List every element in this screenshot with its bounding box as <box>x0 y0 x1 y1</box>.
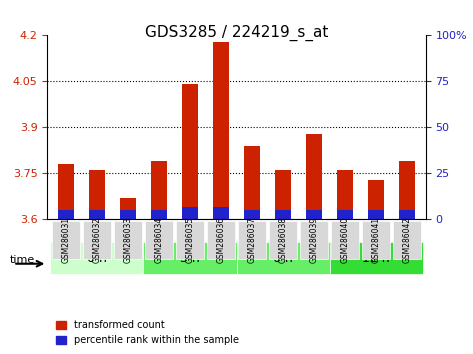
Bar <box>120 198 136 219</box>
Text: GSM286037: GSM286037 <box>247 217 256 263</box>
FancyBboxPatch shape <box>52 221 80 259</box>
FancyBboxPatch shape <box>393 221 421 259</box>
Text: GSM286038: GSM286038 <box>279 217 288 263</box>
Text: GSM286040: GSM286040 <box>341 217 350 263</box>
Bar <box>275 170 291 219</box>
Text: GSM286034: GSM286034 <box>155 217 164 263</box>
Bar <box>89 210 105 219</box>
FancyBboxPatch shape <box>362 221 390 259</box>
FancyBboxPatch shape <box>51 242 143 274</box>
Bar <box>337 210 353 219</box>
Text: time: time <box>9 255 35 265</box>
Bar <box>58 164 74 219</box>
Bar <box>399 161 415 219</box>
Text: GSM286035: GSM286035 <box>185 217 194 263</box>
Bar <box>337 170 353 219</box>
FancyBboxPatch shape <box>83 221 111 259</box>
Bar <box>89 170 105 219</box>
FancyBboxPatch shape <box>143 242 236 274</box>
FancyBboxPatch shape <box>300 221 328 259</box>
Text: 0 h: 0 h <box>87 252 107 265</box>
Bar <box>182 207 198 219</box>
Legend: transformed count, percentile rank within the sample: transformed count, percentile rank withi… <box>52 316 243 349</box>
FancyBboxPatch shape <box>145 221 173 259</box>
Bar <box>275 210 291 219</box>
Text: GSM286041: GSM286041 <box>372 217 381 263</box>
Bar <box>244 146 260 219</box>
Text: GSM286042: GSM286042 <box>403 217 412 263</box>
FancyBboxPatch shape <box>238 221 266 259</box>
Bar <box>368 179 384 219</box>
FancyBboxPatch shape <box>236 242 330 274</box>
Bar <box>213 207 229 219</box>
Bar <box>399 210 415 219</box>
Bar <box>58 210 74 219</box>
FancyBboxPatch shape <box>330 242 422 274</box>
Text: GSM286031: GSM286031 <box>61 217 70 263</box>
Bar <box>368 210 384 219</box>
FancyBboxPatch shape <box>331 221 359 259</box>
Bar <box>307 210 322 219</box>
Text: 3 h: 3 h <box>180 252 200 265</box>
Text: GSM286039: GSM286039 <box>309 217 318 263</box>
Text: 6 h: 6 h <box>273 252 293 265</box>
Bar <box>244 210 260 219</box>
Bar <box>151 161 166 219</box>
Bar <box>182 85 198 219</box>
Bar <box>213 41 229 219</box>
Text: GSM286033: GSM286033 <box>123 217 132 263</box>
FancyBboxPatch shape <box>176 221 204 259</box>
Bar <box>151 210 166 219</box>
Bar <box>307 133 322 219</box>
FancyBboxPatch shape <box>269 221 297 259</box>
Text: 12 h: 12 h <box>362 252 390 265</box>
FancyBboxPatch shape <box>207 221 235 259</box>
FancyBboxPatch shape <box>114 221 142 259</box>
Text: GSM286036: GSM286036 <box>217 217 226 263</box>
Text: GSM286032: GSM286032 <box>92 217 101 263</box>
Bar <box>120 210 136 219</box>
Text: GDS3285 / 224219_s_at: GDS3285 / 224219_s_at <box>145 25 328 41</box>
